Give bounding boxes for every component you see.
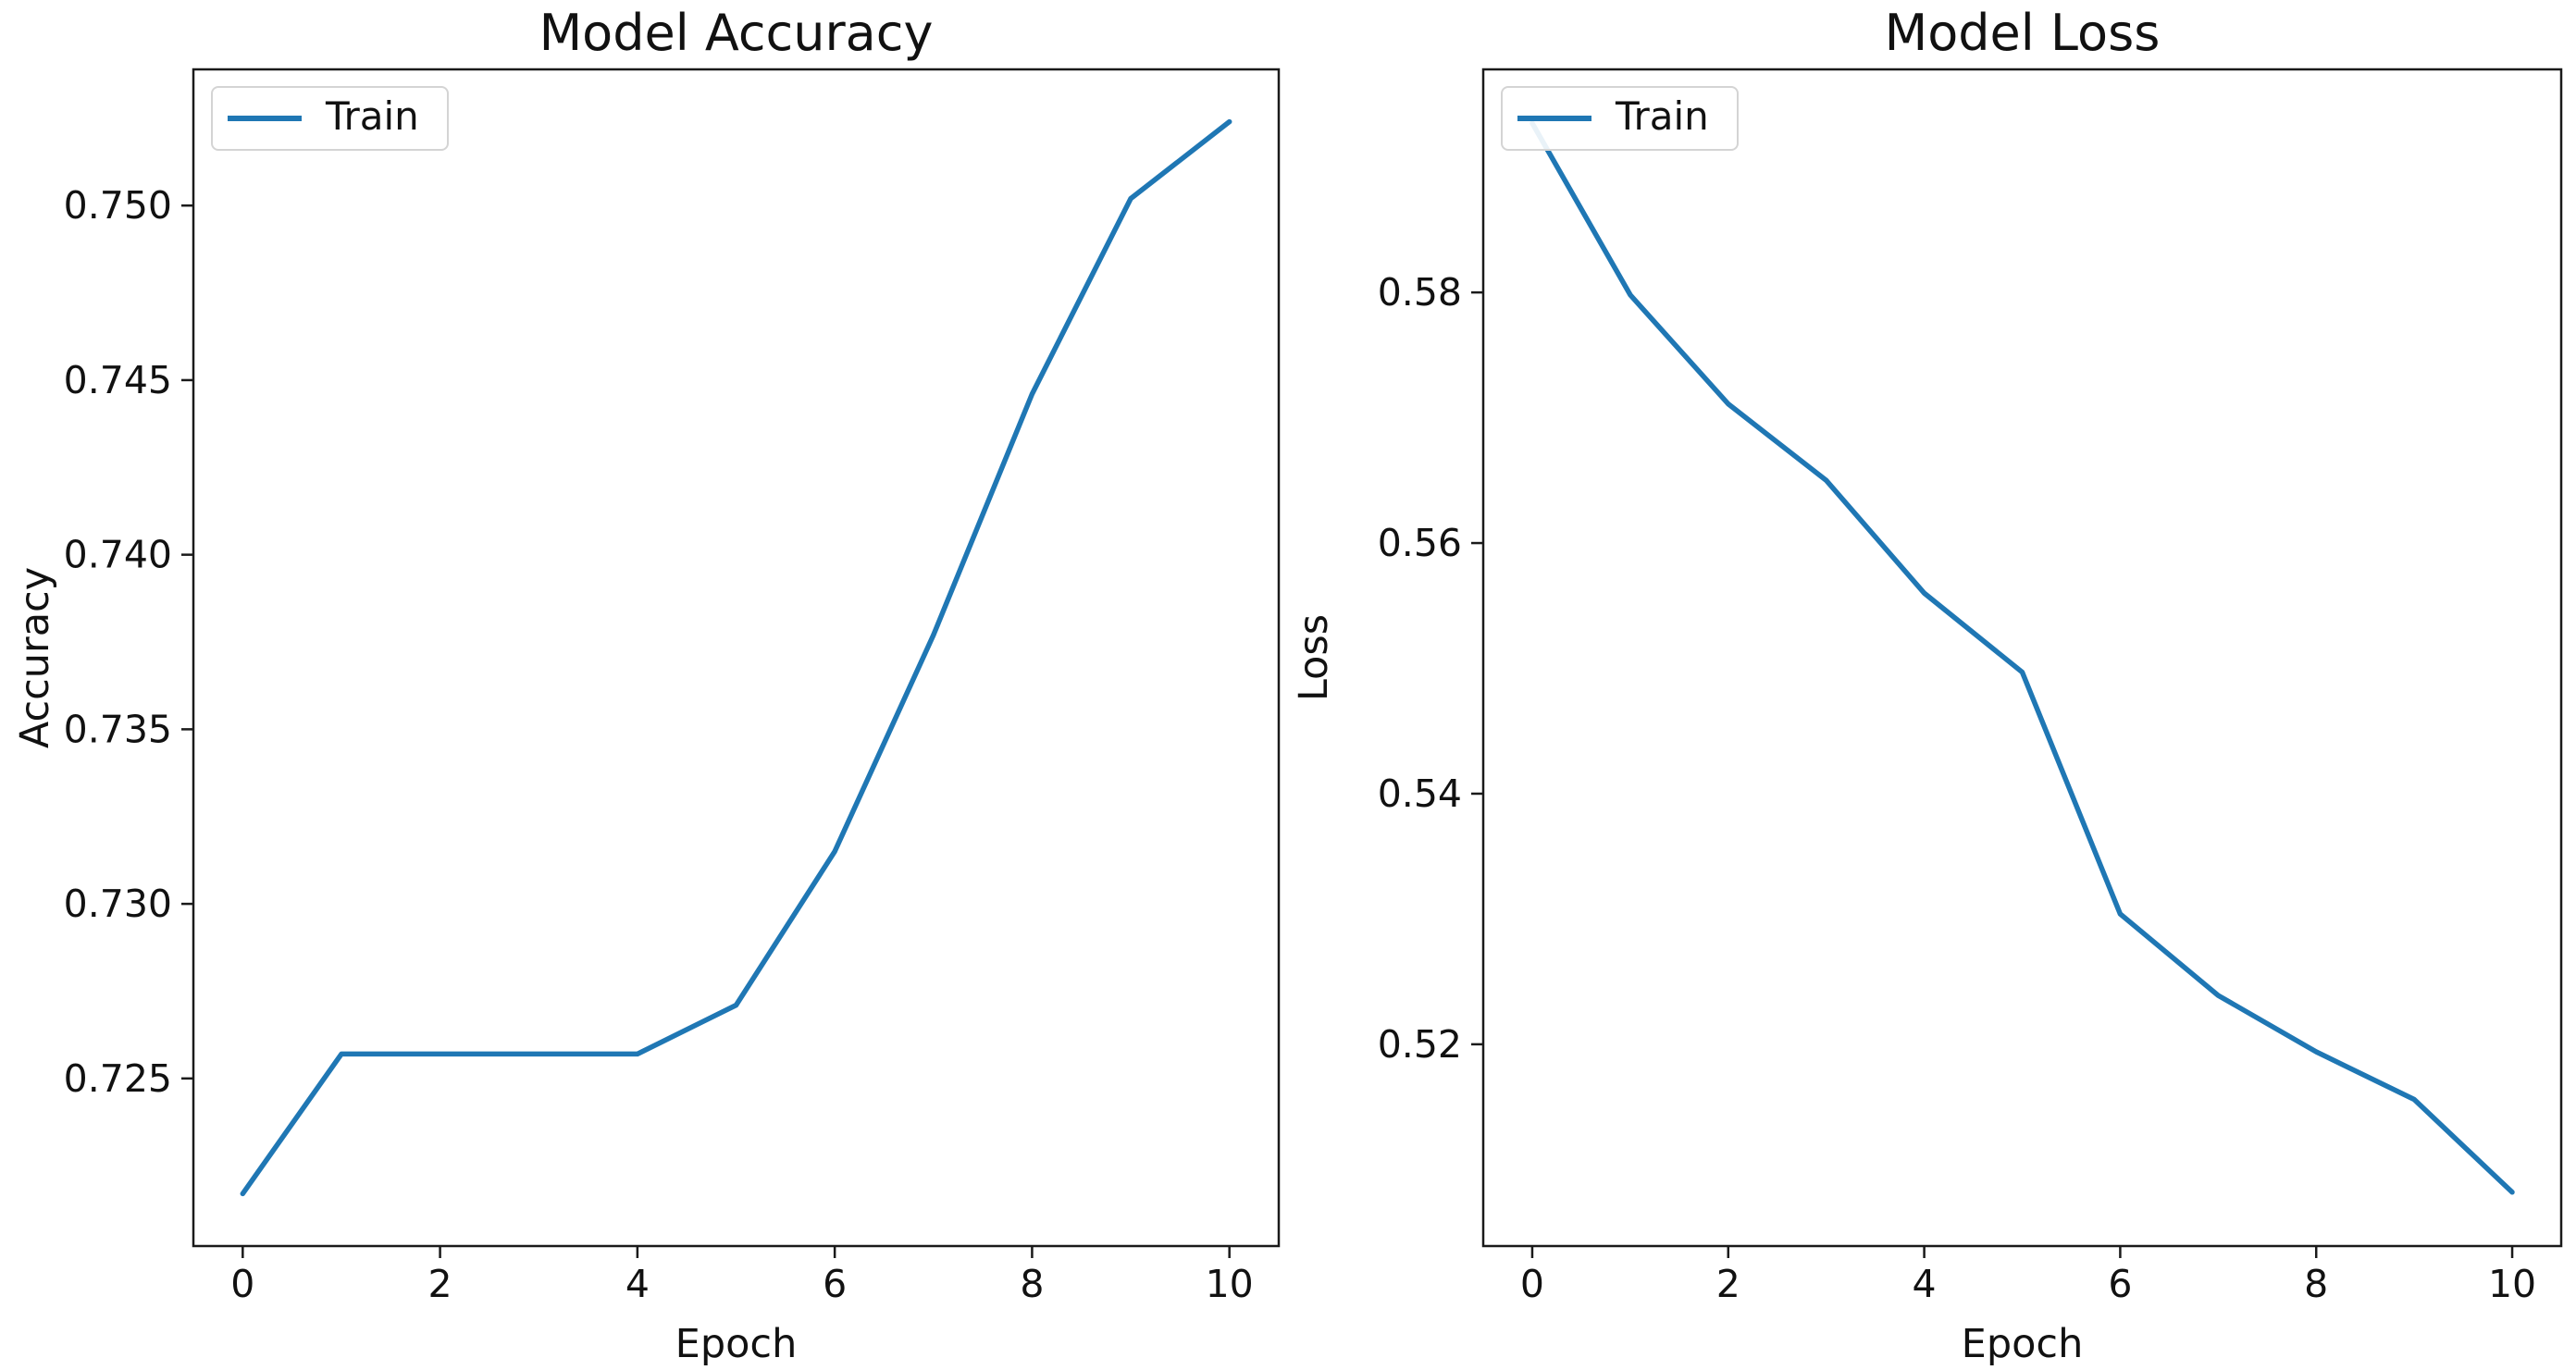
y-axis-label-accuracy: Accuracy xyxy=(12,566,58,749)
axes-spines xyxy=(1481,68,2563,1248)
x-tick-label: 4 xyxy=(625,1262,650,1306)
accuracy-plot-canvas: 0 2 4 6 8 10 0.725 0.730 0.735 0.740 0.745 0.750 xyxy=(64,68,1281,1306)
y-tick-label: 0.740 xyxy=(64,533,172,577)
x-tick-label: 4 xyxy=(1913,1262,1937,1306)
y-axis-label-loss: Loss xyxy=(1291,613,1337,702)
train-line xyxy=(1530,120,2515,1195)
x-tick-label: 10 xyxy=(1206,1262,1254,1306)
y-tick-label: 0.730 xyxy=(64,882,172,926)
x-tick-label: 8 xyxy=(2304,1262,2328,1306)
chart-title-accuracy: Model Accuracy xyxy=(539,4,934,62)
x-axis-label-epoch: Epoch xyxy=(1961,1321,2084,1367)
legend-box: Train xyxy=(211,86,449,151)
y-tick-label: 0.54 xyxy=(1378,771,1462,816)
legend-box: Train xyxy=(1501,86,1739,151)
y-tick-label: 0.56 xyxy=(1378,521,1462,565)
x-tick-label: 6 xyxy=(823,1262,847,1306)
accuracy-chart: 0 2 4 6 8 10 0.725 0.730 0.735 0.740 0.745 0.750 Mo… xyxy=(12,4,1281,1367)
y-tick-label: 0.52 xyxy=(1378,1022,1462,1067)
axes-spines xyxy=(192,68,1281,1248)
x-tick-label: 0 xyxy=(1520,1262,1544,1306)
y-tick-label: 0.745 xyxy=(64,358,172,402)
legend-line-swatch xyxy=(1517,116,1591,121)
x-tick-label: 6 xyxy=(2108,1262,2132,1306)
loss-chart: 0 2 4 6 8 10 0.52 0.54 0.56 0.58 Model Loss Loss … xyxy=(1288,0,2576,1370)
x-tick-label: 2 xyxy=(1716,1262,1740,1306)
y-tick-label: 0.725 xyxy=(64,1056,172,1101)
x-axis-label-epoch: Epoch xyxy=(675,1321,798,1367)
train-line xyxy=(240,118,1232,1197)
x-tick-label: 2 xyxy=(428,1262,452,1306)
loss-plot-canvas: 0 2 4 6 8 10 0.52 0.54 0.56 0.58 xyxy=(1378,68,2563,1306)
legend-label-train: Train xyxy=(1616,93,1709,139)
y-tick-label: 0.750 xyxy=(64,183,172,228)
legend-line-swatch xyxy=(228,116,302,121)
legend-label-train: Train xyxy=(326,93,419,139)
x-tick-label: 10 xyxy=(2488,1262,2536,1306)
y-tick-label: 0.58 xyxy=(1378,270,1462,315)
y-tick-label: 0.735 xyxy=(64,707,172,751)
chart-title-loss: Model Loss xyxy=(1884,4,2161,62)
x-tick-label: 0 xyxy=(230,1262,254,1306)
x-tick-label: 8 xyxy=(1020,1262,1044,1306)
